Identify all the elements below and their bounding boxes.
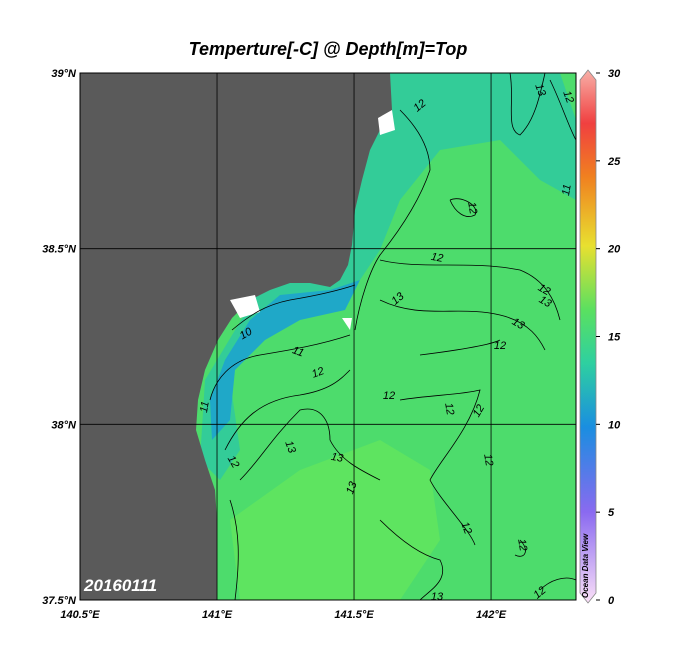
contour-label: 12 <box>383 390 395 402</box>
contour-label: 12 <box>560 89 575 105</box>
contour-label: 12 <box>465 201 479 215</box>
colorbar-tick-label: 25 <box>607 156 621 168</box>
contour-label: 12 <box>515 538 529 552</box>
colorbar-tick-label: 5 <box>608 507 615 519</box>
colorbar-tick-label: 30 <box>608 68 621 80</box>
date-stamp: 20160111 <box>83 576 157 595</box>
land <box>80 73 392 600</box>
y-tick-label: 38.5°N <box>42 244 77 256</box>
colorbar-tick-label: 20 <box>607 244 621 256</box>
x-tick-label: 142°E <box>476 609 507 621</box>
contour-label: 12 <box>471 403 488 420</box>
colorbar-tick-label: 15 <box>608 332 621 344</box>
contour-label: 12 <box>458 520 473 536</box>
contour-label: 12 <box>536 282 553 299</box>
contour-label: 13 <box>532 82 548 98</box>
warm-water <box>230 440 440 600</box>
contour-label: 12 <box>225 454 242 471</box>
x-tick-label: 141.5°E <box>334 609 374 621</box>
y-tick-label: 39°N <box>51 68 77 80</box>
x-tick-label: 140.5°E <box>60 609 100 621</box>
contour-label: 11 <box>560 183 574 196</box>
watermark: Ocean Data View <box>581 533 590 598</box>
contour-label: 12 <box>481 453 495 467</box>
no-data <box>230 110 395 330</box>
y-tick-label: 37.5°N <box>42 595 77 607</box>
contour-label: 11 <box>291 344 306 359</box>
contour-label: 12 <box>442 402 456 416</box>
colorbar-tick-label: 10 <box>608 419 621 431</box>
colorbar-tick-label: 0 <box>608 595 615 607</box>
y-tick-label: 38°N <box>51 419 77 431</box>
contour-label: 13 <box>344 479 360 495</box>
contour-label: 12 <box>310 365 326 380</box>
colorbar-ticks: 0 5 10 15 20 25 30 <box>596 68 621 607</box>
contour-label: 12 <box>494 340 506 352</box>
contour-label: 13 <box>330 451 345 465</box>
colorbar <box>579 69 597 604</box>
contour-label: 11 <box>198 400 212 413</box>
map-title: Temperture[-C] @ Depth[m]=Top <box>189 39 468 59</box>
contour-label: 13 <box>431 591 444 603</box>
x-tick-label: 141°E <box>202 609 233 621</box>
contour-label: 12 <box>430 251 444 265</box>
contours <box>209 73 576 600</box>
map-frame <box>79 72 577 601</box>
contour-label: 13 <box>282 439 298 455</box>
